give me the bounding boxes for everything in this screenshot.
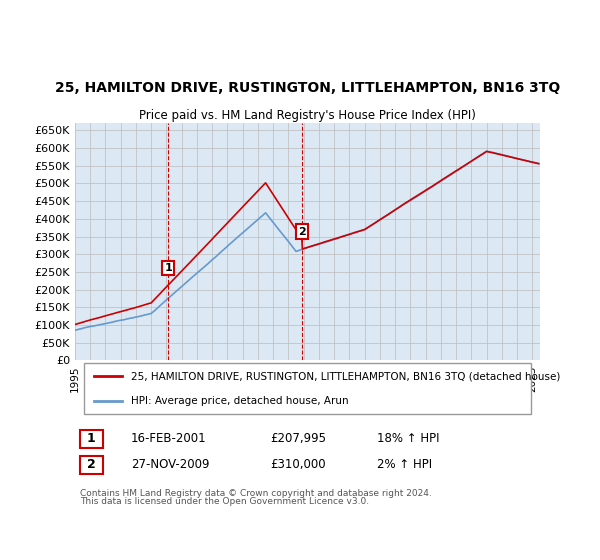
Text: £207,995: £207,995 (270, 432, 326, 445)
Text: 1: 1 (164, 263, 172, 273)
FancyBboxPatch shape (84, 363, 531, 414)
Text: This data is licensed under the Open Government Licence v3.0.: This data is licensed under the Open Gov… (80, 497, 369, 506)
Text: 2: 2 (298, 227, 306, 236)
Text: Contains HM Land Registry data © Crown copyright and database right 2024.: Contains HM Land Registry data © Crown c… (80, 488, 431, 498)
Text: HPI: Average price, detached house, Arun: HPI: Average price, detached house, Arun (131, 396, 349, 406)
Text: 2: 2 (87, 458, 95, 472)
Text: 2% ↑ HPI: 2% ↑ HPI (377, 458, 433, 472)
Text: Price paid vs. HM Land Registry's House Price Index (HPI): Price paid vs. HM Land Registry's House … (139, 109, 476, 122)
Text: £310,000: £310,000 (270, 458, 326, 472)
FancyBboxPatch shape (80, 430, 103, 447)
Text: 27-NOV-2009: 27-NOV-2009 (131, 458, 209, 472)
Text: 1: 1 (87, 432, 95, 445)
Text: 18% ↑ HPI: 18% ↑ HPI (377, 432, 440, 445)
Text: 16-FEB-2001: 16-FEB-2001 (131, 432, 206, 445)
FancyBboxPatch shape (80, 456, 103, 474)
Text: 25, HAMILTON DRIVE, RUSTINGTON, LITTLEHAMPTON, BN16 3TQ (detached house): 25, HAMILTON DRIVE, RUSTINGTON, LITTLEHA… (131, 371, 560, 381)
Text: 25, HAMILTON DRIVE, RUSTINGTON, LITTLEHAMPTON, BN16 3TQ: 25, HAMILTON DRIVE, RUSTINGTON, LITTLEHA… (55, 81, 560, 95)
